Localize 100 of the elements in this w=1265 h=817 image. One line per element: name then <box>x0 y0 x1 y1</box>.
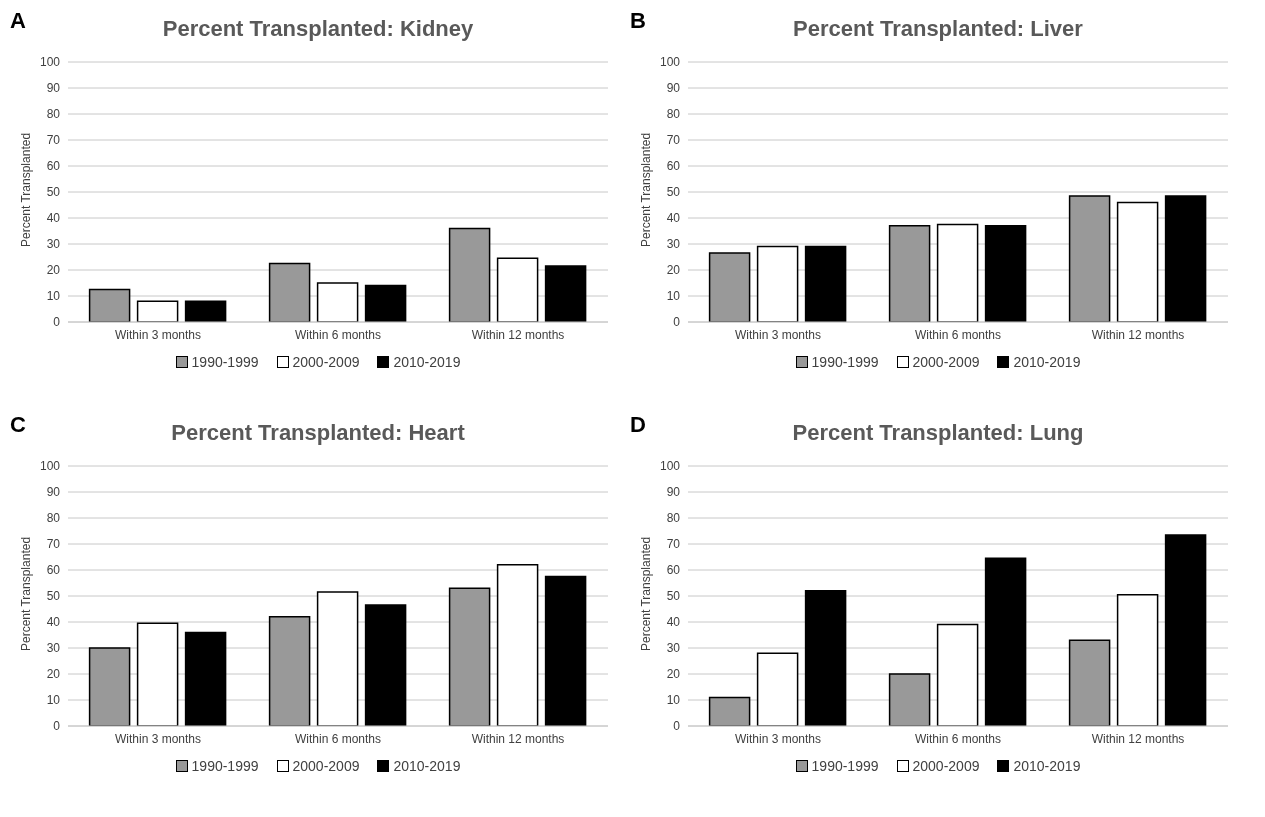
bar <box>708 252 751 322</box>
y-tick-label: 90 <box>46 485 61 500</box>
chart-title: Percent Transplanted: Kidney <box>162 16 474 41</box>
bar <box>88 647 131 726</box>
legend-label: 2010-2019 <box>1013 758 1081 774</box>
bar <box>544 265 587 322</box>
legend-label: 1990-1999 <box>191 354 259 370</box>
y-axis-title: Percent Transplanted <box>19 132 34 247</box>
x-tick-label: Within 12 months <box>1091 327 1185 342</box>
bar <box>1164 534 1207 726</box>
y-tick-label: 90 <box>46 81 61 96</box>
bar <box>1068 639 1111 726</box>
y-tick-label: 40 <box>666 211 681 226</box>
text: A <box>10 8 26 34</box>
y-tick-label: 100 <box>39 459 61 474</box>
bar <box>364 284 407 322</box>
x-tick-label: Within 6 months <box>294 327 382 342</box>
bar <box>136 622 179 726</box>
y-tick-label: 0 <box>673 719 681 734</box>
y-tick-label: 10 <box>666 693 681 708</box>
y-tick-label: 70 <box>666 133 681 148</box>
y-tick-label: 50 <box>666 589 681 604</box>
x-tick-label: Within 3 months <box>734 327 822 342</box>
y-tick-label: 30 <box>46 237 61 252</box>
bar <box>184 631 227 726</box>
bar <box>544 575 587 726</box>
bar <box>268 262 311 322</box>
y-tick-label: 40 <box>46 211 61 226</box>
y-axis-title: Percent Transplanted <box>639 132 654 247</box>
x-tick-label: Within 3 months <box>114 731 202 746</box>
legend-label: 1990-1999 <box>191 758 259 774</box>
y-tick-label: 20 <box>46 263 61 278</box>
y-tick-label: 80 <box>46 107 61 122</box>
text: B <box>630 8 646 34</box>
y-tick-label: 90 <box>666 81 681 96</box>
y-tick-label: 80 <box>666 107 681 122</box>
bar <box>756 245 799 322</box>
y-axis-title: Percent Transplanted <box>639 536 654 651</box>
bar <box>804 590 847 726</box>
y-tick-label: 0 <box>53 315 61 330</box>
y-tick-label: 70 <box>46 133 61 148</box>
bar <box>316 282 359 322</box>
x-tick-label: Within 12 months <box>471 327 565 342</box>
bar <box>1164 195 1207 322</box>
chart-title: Percent Transplanted: Liver <box>793 16 1083 41</box>
bar <box>136 300 179 322</box>
legend-label: 2000-2009 <box>912 758 980 774</box>
y-tick-label: 20 <box>666 667 681 682</box>
bar <box>184 300 227 322</box>
legend-label: 2010-2019 <box>393 354 461 370</box>
bar <box>804 245 847 322</box>
bar <box>496 257 539 322</box>
x-tick-label: Within 12 months <box>1091 731 1185 746</box>
y-tick-label: 10 <box>666 289 681 304</box>
y-tick-label: 40 <box>46 615 61 630</box>
bar <box>936 223 979 322</box>
y-tick-label: 50 <box>46 185 61 200</box>
y-tick-label: 20 <box>666 263 681 278</box>
text: C <box>10 412 26 438</box>
bar <box>1068 195 1111 322</box>
bar <box>708 696 751 726</box>
bar <box>268 616 311 726</box>
legend-label: 1990-1999 <box>811 354 879 370</box>
y-tick-label: 60 <box>666 159 681 174</box>
bar <box>316 591 359 726</box>
bar <box>1116 201 1159 322</box>
y-tick-label: 100 <box>659 459 681 474</box>
y-tick-label: 60 <box>46 159 61 174</box>
y-tick-label: 0 <box>53 719 61 734</box>
legend-label: 2000-2009 <box>292 758 360 774</box>
legend-label: 1990-1999 <box>811 758 879 774</box>
x-tick-label: Within 6 months <box>294 731 382 746</box>
y-tick-label: 30 <box>666 641 681 656</box>
bar <box>936 623 979 726</box>
y-tick-label: 10 <box>46 289 61 304</box>
text: D <box>630 412 646 438</box>
legend-label: 2010-2019 <box>393 758 461 774</box>
y-tick-label: 70 <box>46 537 61 552</box>
bar <box>984 557 1027 726</box>
chart-title: Percent Transplanted: Lung <box>792 420 1084 445</box>
y-tick-label: 80 <box>666 511 681 526</box>
legend-label: 2010-2019 <box>1013 354 1081 370</box>
bar <box>448 587 491 726</box>
y-tick-label: 30 <box>46 641 61 656</box>
x-tick-label: Within 12 months <box>471 731 565 746</box>
y-tick-label: 40 <box>666 615 681 630</box>
y-tick-label: 50 <box>46 589 61 604</box>
x-tick-label: Within 6 months <box>914 327 1002 342</box>
y-tick-label: 50 <box>666 185 681 200</box>
bar <box>888 673 931 726</box>
bar <box>756 652 799 726</box>
chart-title: Percent Transplanted: Heart <box>171 420 465 445</box>
bar <box>984 225 1027 322</box>
y-tick-label: 90 <box>666 485 681 500</box>
y-tick-label: 80 <box>46 511 61 526</box>
y-tick-label: 60 <box>666 563 681 578</box>
y-tick-label: 30 <box>666 237 681 252</box>
y-tick-label: 70 <box>666 537 681 552</box>
x-tick-label: Within 3 months <box>114 327 202 342</box>
y-tick-label: 100 <box>659 55 681 70</box>
